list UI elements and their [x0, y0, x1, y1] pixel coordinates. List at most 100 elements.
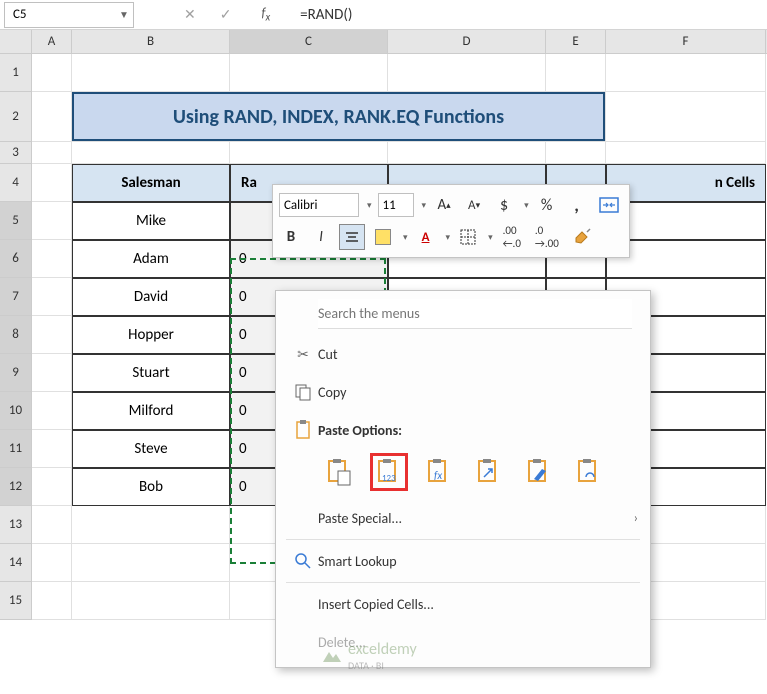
cell[interactable]	[546, 142, 606, 164]
row-header[interactable]: 6	[0, 240, 32, 278]
menu-paste-special[interactable]: Paste Special... ›	[276, 499, 650, 537]
cell[interactable]	[230, 142, 388, 164]
format-painter-icon[interactable]	[569, 224, 597, 250]
paste-link-icon[interactable]	[570, 453, 608, 491]
chevron-down-icon[interactable]: ▾	[488, 232, 493, 243]
decrease-decimal-icon[interactable]: .00←.0	[499, 224, 525, 250]
cell[interactable]	[606, 202, 766, 240]
salesman-cell[interactable]: Stuart	[72, 354, 230, 392]
cell[interactable]	[32, 354, 72, 392]
row-header[interactable]: 13	[0, 506, 32, 544]
row-header-2[interactable]: 2	[0, 92, 32, 142]
cell[interactable]	[230, 54, 388, 92]
cell[interactable]	[32, 468, 72, 506]
col-header-c[interactable]: C	[230, 30, 388, 53]
cell[interactable]	[32, 582, 72, 620]
row-header[interactable]: 7	[0, 278, 32, 316]
cell[interactable]	[72, 582, 230, 620]
cell[interactable]	[546, 54, 606, 92]
name-box[interactable]: C5 ▼	[4, 2, 134, 28]
cell[interactable]	[32, 506, 72, 544]
increase-decimal-icon[interactable]: .0→.00	[531, 224, 563, 250]
chevron-down-icon[interactable]: ▾	[367, 200, 372, 211]
chevron-down-icon[interactable]: ▾	[422, 200, 427, 211]
row-header[interactable]: 10	[0, 392, 32, 430]
row-header[interactable]: 14	[0, 544, 32, 582]
menu-smart-lookup[interactable]: Smart Lookup	[276, 542, 650, 580]
cell[interactable]	[32, 392, 72, 430]
comma-icon[interactable]: ,	[565, 192, 589, 218]
bold-button[interactable]: B	[279, 224, 303, 250]
fill-color-icon[interactable]	[371, 224, 395, 250]
cell[interactable]	[32, 142, 72, 164]
select-all-corner[interactable]	[0, 30, 32, 53]
merge-icon[interactable]	[595, 192, 623, 218]
cell[interactable]	[32, 316, 72, 354]
row-header[interactable]: 12	[0, 468, 32, 506]
row-header-4[interactable]: 4	[0, 164, 32, 202]
menu-copy[interactable]: Copy	[276, 373, 650, 411]
row-header[interactable]: 5	[0, 202, 32, 240]
cell[interactable]	[32, 430, 72, 468]
cell[interactable]	[72, 54, 230, 92]
row-header[interactable]: 8	[0, 316, 32, 354]
font-family-select[interactable]	[279, 193, 359, 217]
chevron-down-icon[interactable]: ▾	[446, 232, 451, 243]
salesman-cell[interactable]: Milford	[72, 392, 230, 430]
increase-font-icon[interactable]: A▴	[432, 192, 456, 218]
cell[interactable]	[606, 92, 766, 142]
salesman-cell[interactable]: Adam	[72, 240, 230, 278]
cell[interactable]	[32, 164, 72, 202]
row-header-3[interactable]: 3	[0, 142, 32, 164]
formula-text[interactable]: =RAND()	[300, 6, 352, 24]
header-f[interactable]: n Cells	[606, 164, 766, 202]
paste-formatting-icon[interactable]	[520, 453, 558, 491]
cell[interactable]	[388, 54, 546, 92]
cell[interactable]	[32, 278, 72, 316]
cell[interactable]	[388, 142, 546, 164]
name-box-dropdown-icon[interactable]: ▼	[115, 8, 133, 21]
cell[interactable]	[32, 544, 72, 582]
col-header-d[interactable]: D	[388, 30, 546, 53]
row-header[interactable]: 11	[0, 430, 32, 468]
col-header-a[interactable]: A	[32, 30, 72, 53]
salesman-cell[interactable]: Hopper	[72, 316, 230, 354]
font-size-select[interactable]	[378, 193, 414, 217]
cell[interactable]	[606, 142, 766, 164]
col-header-e[interactable]: E	[546, 30, 606, 53]
cell[interactable]	[32, 240, 72, 278]
paste-formulas-icon[interactable]: fx	[420, 453, 458, 491]
col-header-f[interactable]: F	[606, 30, 766, 53]
paste-all-icon[interactable]	[320, 453, 358, 491]
fx-icon[interactable]: fx	[261, 6, 270, 24]
salesman-cell[interactable]: Steve	[72, 430, 230, 468]
decrease-font-icon[interactable]: A▾	[462, 192, 486, 218]
header-salesman[interactable]: Salesman	[72, 164, 230, 202]
percent-icon[interactable]: %	[535, 192, 559, 218]
cell[interactable]	[72, 506, 230, 544]
chevron-down-icon[interactable]: ▾	[403, 232, 408, 243]
paste-values-icon[interactable]: 123	[370, 453, 408, 491]
currency-icon[interactable]: $	[492, 192, 516, 218]
col-header-b[interactable]: B	[72, 30, 230, 53]
chevron-down-icon[interactable]: ▾	[524, 200, 529, 211]
menu-insert-copied-cells[interactable]: Insert Copied Cells...	[276, 585, 650, 623]
font-color-icon[interactable]: A	[414, 224, 438, 250]
cell[interactable]	[32, 92, 72, 142]
cell[interactable]	[72, 544, 230, 582]
title-banner-cell[interactable]: Using RAND, INDEX, RANK.EQ Functions	[72, 92, 606, 142]
salesman-cell[interactable]: Bob	[72, 468, 230, 506]
row-header-1[interactable]: 1	[0, 54, 32, 92]
cell[interactable]	[606, 240, 766, 278]
menu-cut[interactable]: ✂ Cut	[276, 335, 650, 373]
borders-icon[interactable]	[456, 224, 480, 250]
cell[interactable]	[32, 54, 72, 92]
paste-transpose-icon[interactable]	[470, 453, 508, 491]
cell[interactable]	[72, 142, 230, 164]
row-header[interactable]: 9	[0, 354, 32, 392]
cell[interactable]	[32, 202, 72, 240]
align-center-icon[interactable]	[339, 224, 365, 250]
salesman-cell[interactable]: David	[72, 278, 230, 316]
row-header[interactable]: 15	[0, 582, 32, 620]
menu-search-input[interactable]	[318, 299, 632, 329]
